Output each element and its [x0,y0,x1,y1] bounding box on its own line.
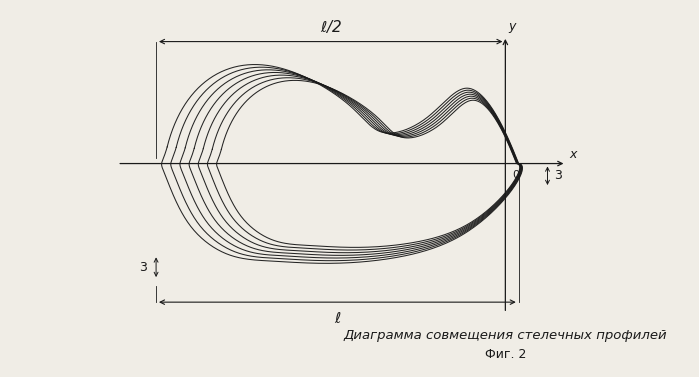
Text: $\ell$/2: $\ell$/2 [319,18,342,35]
Text: $\ell$: $\ell$ [333,311,341,326]
Text: Диаграмма совмещения стелечных профилей: Диаграмма совмещения стелечных профилей [343,329,667,342]
Text: Фиг. 2: Фиг. 2 [484,348,526,361]
Text: 3: 3 [554,169,562,182]
Text: x: x [570,148,577,161]
Text: 3: 3 [139,261,147,274]
Text: 0: 0 [512,170,519,180]
Text: y: y [509,20,516,33]
